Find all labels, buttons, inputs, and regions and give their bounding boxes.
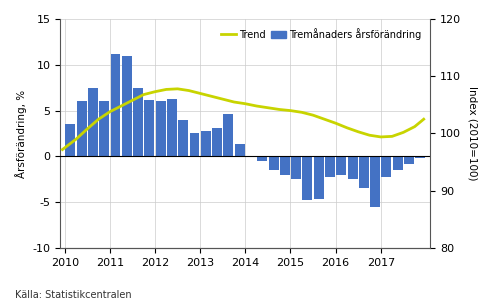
Bar [246,156,256,157]
Bar [212,128,222,156]
Bar [416,156,425,158]
Bar [110,54,120,156]
Bar [178,120,188,156]
Bar [303,156,313,200]
Bar [370,156,380,207]
Bar [66,124,75,156]
Bar [382,156,391,177]
Bar [235,143,245,156]
Bar [190,133,200,156]
Legend: Trend, Tremånaders årsförändring: Trend, Tremånaders årsförändring [217,24,425,43]
Bar [122,56,132,156]
Bar [280,156,290,175]
Bar [88,88,98,156]
Text: Källa: Statistikcentralen: Källa: Statistikcentralen [15,290,132,300]
Y-axis label: Årsförändring, %: Årsförändring, % [15,89,27,178]
Bar [325,156,335,177]
Bar [404,156,414,164]
Bar [257,156,267,161]
Bar [314,156,324,199]
Bar [223,114,233,156]
Bar [167,99,177,156]
Bar [156,102,166,156]
Bar [393,156,403,170]
Y-axis label: Index (2010=100): Index (2010=100) [468,86,478,181]
Bar [144,100,154,156]
Bar [269,156,279,170]
Bar [348,156,357,179]
Bar [201,131,211,156]
Bar [359,156,369,188]
Bar [99,102,109,156]
Bar [336,156,346,175]
Bar [133,88,143,156]
Bar [291,156,301,179]
Bar [77,102,87,156]
